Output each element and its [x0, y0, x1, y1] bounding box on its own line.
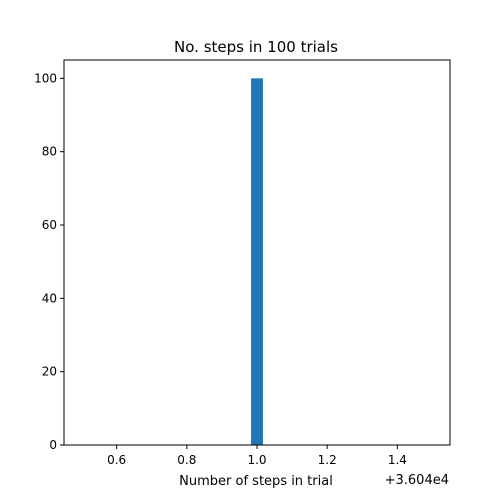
y-tick-label: 80: [42, 145, 57, 159]
y-axis-ticks: 0 20 40 60 80 100: [34, 71, 64, 452]
x-tick-label: 0.6: [107, 453, 126, 467]
x-tick-label: 1.2: [318, 453, 337, 467]
x-tick-label: 1.4: [388, 453, 407, 467]
y-tick-label: 40: [42, 291, 57, 305]
y-tick-label: 100: [34, 71, 57, 85]
plot-frame: [63, 59, 451, 446]
bars-layer: [251, 78, 263, 445]
x-tick-label: 1.0: [247, 453, 266, 467]
x-axis-offset-label: +3.604e4: [385, 473, 449, 488]
y-tick-label: 0: [49, 438, 57, 452]
y-tick-label: 60: [42, 218, 57, 232]
chart-title: No. steps in 100 trials: [174, 38, 338, 56]
histogram-bar-0: [251, 78, 263, 445]
x-axis-label: Number of steps in trial: [179, 474, 333, 489]
y-tick-label: 20: [42, 365, 57, 379]
x-axis-ticks: 0.6 0.8 1.0 1.2 1.4: [107, 445, 407, 467]
x-tick-label: 0.8: [177, 453, 196, 467]
